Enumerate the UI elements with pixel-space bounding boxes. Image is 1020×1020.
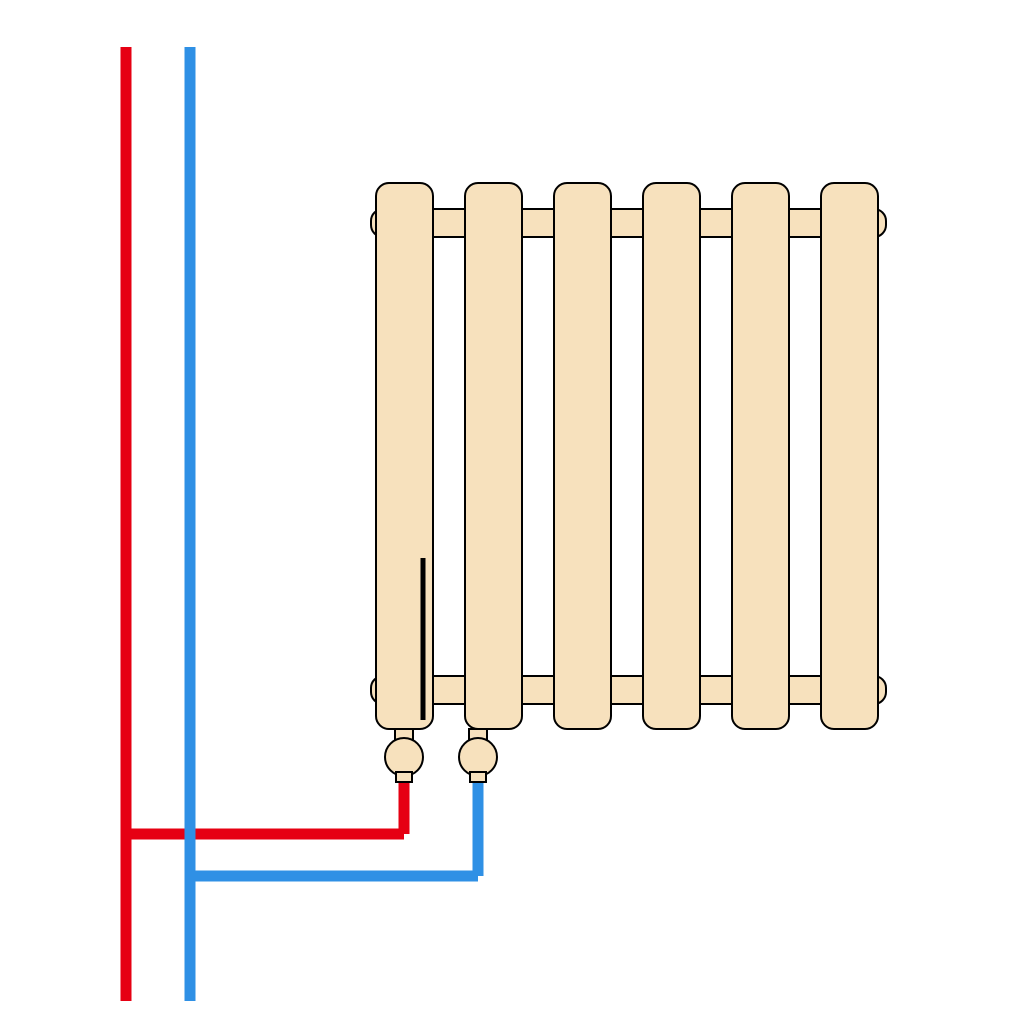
radiator-manifold-bottom xyxy=(371,676,886,704)
radiator-valve-2 xyxy=(459,729,497,782)
radiator-column-6 xyxy=(821,183,878,729)
radiator-connection-diagram xyxy=(0,0,1020,1020)
radiator-valve-1 xyxy=(385,729,423,782)
radiator-manifold-top xyxy=(371,209,886,237)
radiator-column-3 xyxy=(554,183,611,729)
radiator-column-2 xyxy=(465,183,522,729)
radiator xyxy=(371,183,886,782)
radiator-column-5 xyxy=(732,183,789,729)
radiator-column-4 xyxy=(643,183,700,729)
